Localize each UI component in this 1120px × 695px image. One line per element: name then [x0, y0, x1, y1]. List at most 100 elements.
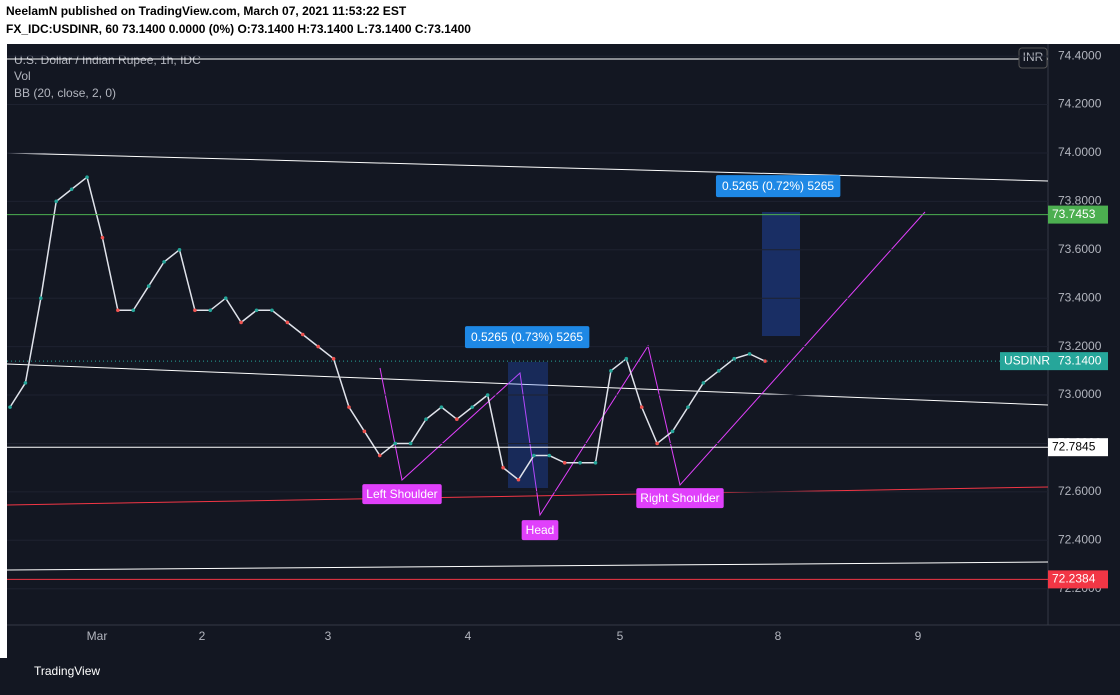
close-point: [455, 417, 459, 422]
pattern-label-bg: [636, 488, 724, 509]
close-point: [516, 477, 521, 482]
close-point: [116, 308, 120, 313]
plot-bg: [7, 44, 1120, 658]
y-tick-label: 74.4000: [1058, 48, 1102, 62]
level-tag: [1048, 205, 1108, 224]
close-point: [377, 453, 382, 458]
close-point: [177, 247, 182, 252]
level-label: 72.7845: [1052, 439, 1096, 453]
y-tick-label: 72.4000: [1058, 532, 1102, 546]
last-name: USDINR: [1004, 353, 1050, 367]
close-point: [162, 260, 166, 264]
pattern-label: Head: [526, 523, 555, 537]
close-point: [362, 429, 367, 434]
close-point: [424, 417, 428, 422]
close-point: [485, 393, 490, 397]
close-point: [39, 296, 43, 300]
close-point: [670, 429, 675, 434]
footer-brand: TradingView: [34, 664, 100, 678]
level-label: 73.7453: [1052, 207, 1096, 221]
close-point: [316, 344, 320, 349]
close-point: [732, 356, 736, 361]
measure-label: 0.5265 (0.73%) 5265: [471, 330, 583, 344]
close-point: [270, 308, 274, 313]
trend-line: [6, 561, 1049, 571]
x-tick-label: 3: [325, 629, 332, 643]
measure-label: 0.5265 (0.72%) 5265: [722, 179, 834, 193]
y-tick-label: 73.6000: [1058, 242, 1102, 256]
close-point: [285, 320, 290, 325]
close-point: [578, 461, 582, 465]
level-label: 72.2384: [1052, 572, 1096, 586]
pattern-line: [379, 211, 926, 517]
close-point: [624, 356, 629, 361]
close-point: [408, 441, 413, 446]
close-point: [300, 332, 305, 337]
y-tick-label: 72.6000: [1058, 484, 1102, 498]
close-point: [254, 308, 259, 313]
measure-box: [762, 212, 800, 336]
x-tick-label: 9: [915, 629, 922, 643]
close-point: [193, 308, 197, 313]
close-point: [609, 369, 613, 373]
trend-line: [6, 486, 1049, 506]
close-point: [701, 381, 706, 385]
close-point: [146, 284, 151, 288]
measure-label-bg: [715, 175, 841, 198]
measure-box: [508, 362, 548, 488]
last-tag: [1000, 352, 1108, 371]
close-point: [532, 453, 536, 458]
close-point: [593, 461, 598, 465]
close-point: [331, 356, 336, 361]
x-tick-label: 8: [775, 629, 782, 643]
legend-item: U.S. Dollar / Indian Rupee, 1h, IDC: [14, 53, 201, 67]
y-tick-label: 73.4000: [1058, 290, 1102, 304]
y-tick-label: 73.8000: [1058, 194, 1102, 208]
footer-bg: [0, 658, 1120, 690]
close-point: [208, 308, 213, 313]
close-point: [655, 441, 659, 446]
pattern-label: Right Shoulder: [640, 491, 719, 505]
currency-badge: [1018, 47, 1048, 69]
close-point: [547, 453, 552, 458]
trend-line: [6, 152, 1049, 182]
legend-item: Vol: [14, 69, 31, 83]
close-point: [8, 405, 12, 409]
y-tick-label: 73.2000: [1058, 339, 1102, 353]
close-point: [85, 175, 89, 179]
close-point: [562, 461, 567, 465]
close-point: [747, 352, 752, 356]
trend-line: [6, 363, 1049, 406]
level-tag: [1048, 438, 1108, 457]
close-point: [69, 187, 74, 192]
close-point: [470, 405, 475, 409]
x-tick-label: Mar: [87, 629, 108, 643]
level-tag: [1048, 570, 1108, 589]
close-point: [100, 235, 105, 240]
close-point: [393, 441, 398, 446]
pattern-label: Left Shoulder: [366, 487, 437, 501]
pattern-label-bg: [362, 484, 442, 505]
close-point: [223, 296, 228, 300]
close-point: [639, 405, 644, 409]
x-tick-label: 4: [465, 629, 472, 643]
y-tick-label: 74.2000: [1058, 97, 1102, 111]
legend-item: BB (20, close, 2, 0): [14, 86, 116, 100]
y-tick-label: 74.0000: [1058, 145, 1102, 159]
price-line: [9, 175, 766, 481]
close-point: [54, 199, 59, 204]
currency: INR: [1023, 50, 1044, 64]
close-point: [347, 405, 351, 409]
y-tick-label: 73.0000: [1058, 387, 1102, 401]
x-tick-label: 5: [617, 629, 624, 643]
close-point: [239, 320, 243, 325]
last-label: 73.1400: [1058, 353, 1102, 367]
close-point: [763, 359, 767, 363]
close-point: [131, 308, 136, 313]
close-point: [501, 465, 505, 470]
close-point: [716, 369, 721, 373]
close-point: [23, 381, 28, 385]
close-point: [439, 405, 444, 409]
